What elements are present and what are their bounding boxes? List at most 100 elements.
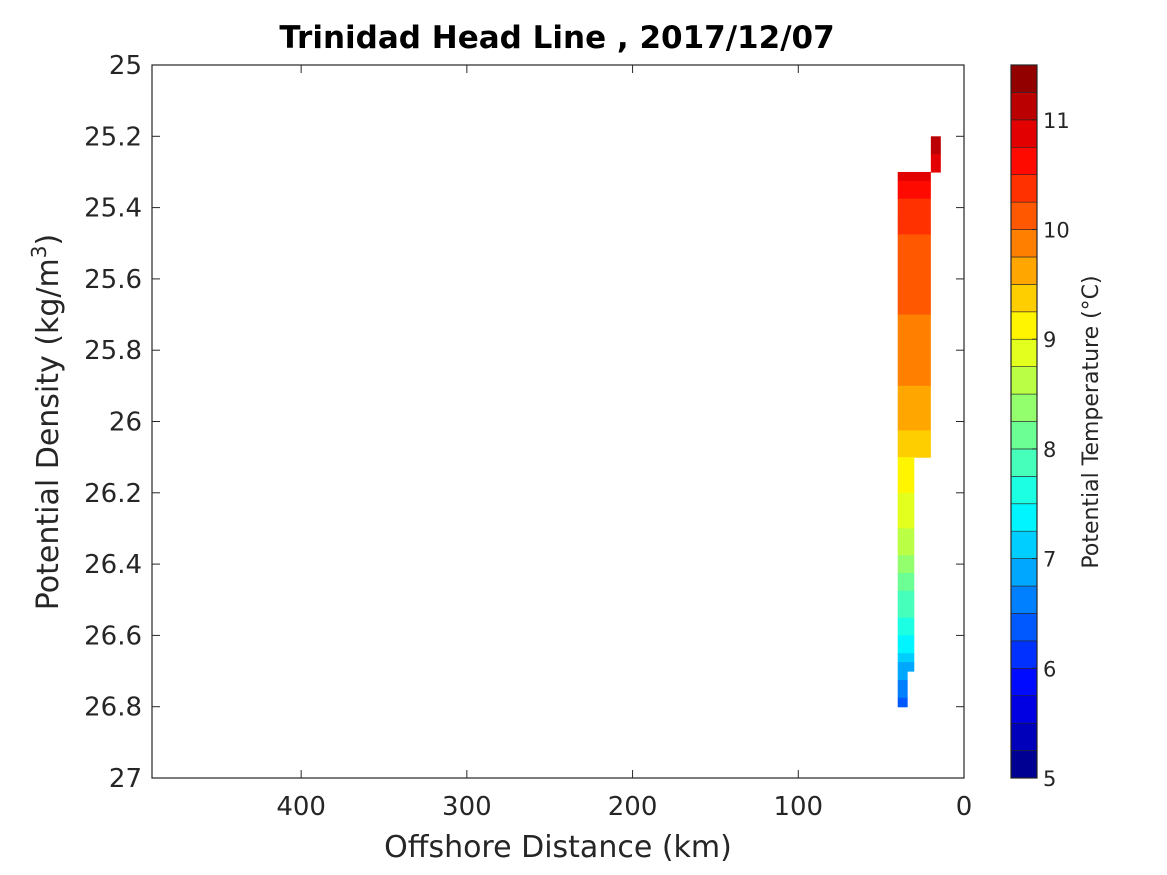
contour-band bbox=[897, 492, 915, 503]
x-tick-label: 300 bbox=[442, 792, 492, 822]
contour-band bbox=[897, 581, 915, 592]
contour-band bbox=[897, 368, 931, 378]
contour-band bbox=[930, 136, 941, 146]
contour-band bbox=[897, 546, 915, 556]
colorbar-band bbox=[1010, 640, 1038, 669]
contour-band bbox=[897, 617, 915, 628]
contour-band bbox=[897, 510, 915, 521]
contour-band bbox=[897, 216, 931, 227]
contour-band bbox=[897, 332, 931, 342]
contour-band bbox=[897, 697, 908, 708]
contour-band bbox=[897, 287, 931, 298]
colorbar-band bbox=[1010, 585, 1038, 614]
contour-band bbox=[897, 225, 931, 235]
colorbar-band bbox=[1010, 119, 1038, 148]
contour-fill bbox=[897, 136, 941, 708]
x-tick-label: 200 bbox=[608, 792, 658, 822]
colorbar-tick-label: 9 bbox=[1043, 328, 1056, 352]
y-tick-label: 25.2 bbox=[84, 122, 142, 152]
colorbar-tick-label: 7 bbox=[1043, 548, 1056, 572]
contour-band bbox=[930, 154, 941, 164]
contour-band bbox=[897, 528, 915, 538]
y-axis-label-superscript: 3 bbox=[27, 245, 51, 258]
contour-band bbox=[897, 234, 931, 244]
contour-band bbox=[897, 314, 931, 325]
contour-band bbox=[897, 671, 908, 681]
colorbar-band bbox=[1010, 256, 1038, 285]
contour-band bbox=[897, 537, 915, 547]
contour-band bbox=[897, 385, 931, 396]
x-axis-label: Offshore Distance (km) bbox=[384, 830, 732, 865]
contour-band bbox=[897, 448, 931, 458]
contour-band bbox=[897, 171, 931, 182]
contour-band bbox=[897, 573, 915, 583]
colorbar-tick-label: 6 bbox=[1043, 657, 1056, 681]
colorbar-band bbox=[1010, 750, 1038, 779]
contour-band bbox=[897, 296, 931, 307]
colorbar-band bbox=[1010, 421, 1038, 450]
colorbar-band bbox=[1010, 201, 1038, 230]
contour-band bbox=[897, 305, 931, 316]
colorbar-tick-label: 8 bbox=[1043, 438, 1056, 462]
colorbar-tick-label: 11 bbox=[1043, 109, 1070, 133]
colorbar-band bbox=[1010, 92, 1038, 121]
contour-band bbox=[897, 564, 915, 574]
contour-band bbox=[897, 662, 915, 672]
colorbar-tick-label: 10 bbox=[1043, 219, 1070, 243]
contour-band bbox=[897, 394, 931, 405]
contour-band bbox=[897, 466, 915, 476]
contour-band bbox=[897, 599, 915, 610]
contour-band bbox=[897, 207, 931, 218]
contour-band bbox=[897, 430, 931, 440]
x-axis: 400 300 200 100 0 bbox=[276, 65, 972, 822]
contour-band bbox=[897, 350, 931, 360]
contour-band bbox=[897, 439, 931, 449]
contour-band bbox=[897, 180, 931, 191]
colorbar-band bbox=[1010, 229, 1038, 258]
contour-band bbox=[897, 261, 931, 271]
y-tick-label: 26.2 bbox=[84, 479, 142, 509]
colorbar-band bbox=[1010, 64, 1038, 93]
contour-band bbox=[897, 679, 908, 690]
contour-band bbox=[897, 269, 931, 280]
y-tick-label: 26 bbox=[109, 408, 142, 438]
contour-band bbox=[897, 189, 931, 200]
colorbar-band bbox=[1010, 530, 1038, 559]
colorbar-frame bbox=[1010, 64, 1038, 779]
contour-band bbox=[897, 421, 931, 432]
contour-band bbox=[897, 341, 931, 351]
y-axis-label-end: ) bbox=[31, 234, 66, 246]
colorbar-tick-label: 5 bbox=[1043, 767, 1056, 791]
contour-band bbox=[930, 163, 941, 173]
colorbar-band bbox=[1010, 284, 1038, 313]
contour-band bbox=[897, 359, 931, 369]
contour-band bbox=[897, 644, 915, 654]
x-tick-label: 100 bbox=[773, 792, 823, 822]
contour-band bbox=[897, 278, 931, 289]
colorbar-label: Potential Temperature (°C) bbox=[1079, 275, 1104, 568]
contour-band bbox=[897, 626, 915, 636]
colorbar-band bbox=[1010, 311, 1038, 340]
x-tick-label: 0 bbox=[956, 792, 973, 822]
y-tick-label: 25 bbox=[109, 51, 142, 81]
y-axis-label-main: Potential Density (kg/m bbox=[31, 258, 66, 610]
colorbar-band bbox=[1010, 393, 1038, 422]
contour-band bbox=[897, 198, 931, 209]
x-tick-label: 400 bbox=[276, 792, 326, 822]
contour-band bbox=[897, 483, 915, 494]
contour-band bbox=[897, 243, 931, 253]
contour-band bbox=[897, 653, 915, 663]
contour-band bbox=[897, 608, 915, 619]
colorbar-band bbox=[1010, 338, 1038, 367]
contour-band bbox=[930, 145, 941, 155]
y-axis: 25 25.2 25.4 25.6 25.8 26 26.2 26.4 26.6 26.8 27 bbox=[84, 51, 964, 794]
contour-band bbox=[897, 635, 915, 645]
contour-band bbox=[897, 519, 915, 530]
contour-band bbox=[897, 457, 915, 467]
colorbar-band bbox=[1010, 366, 1038, 395]
y-tick-label: 26.6 bbox=[84, 621, 142, 651]
contour-band bbox=[897, 403, 931, 414]
colorbar-band bbox=[1010, 503, 1038, 532]
